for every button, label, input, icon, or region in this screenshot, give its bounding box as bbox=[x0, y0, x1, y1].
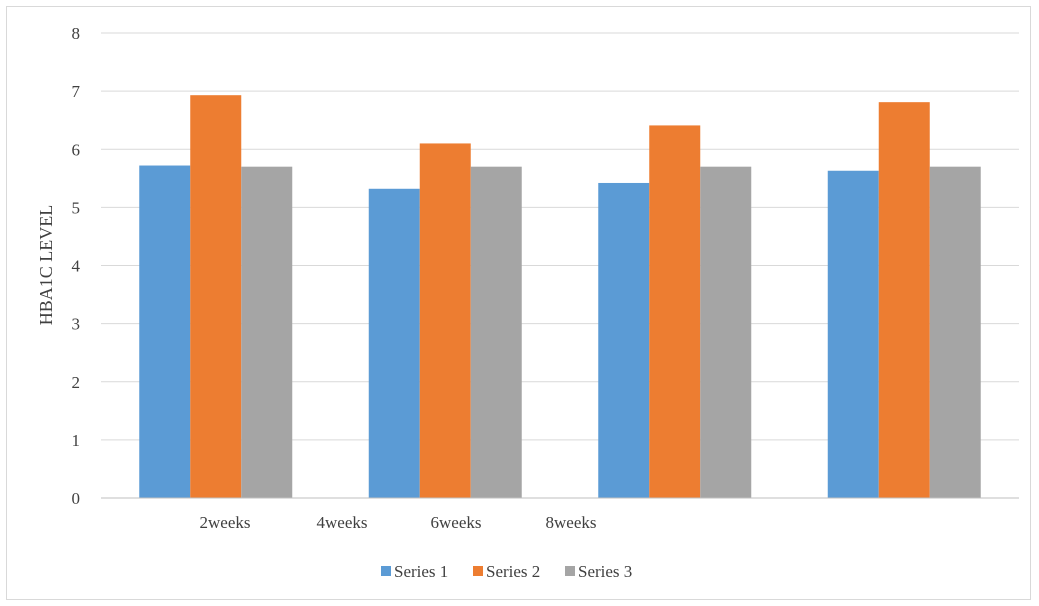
y-axis-title: HBA1C LEVEL bbox=[36, 205, 56, 326]
bar-series-2 bbox=[879, 102, 930, 498]
legend: Series 1 Series 2 Series 3 bbox=[381, 562, 632, 581]
bar-series-2 bbox=[420, 143, 471, 498]
y-tick-label: 6 bbox=[72, 140, 81, 159]
y-tick-label: 5 bbox=[72, 198, 81, 217]
x-tick-label: 4weeks bbox=[317, 513, 368, 532]
y-tick-label: 4 bbox=[72, 257, 81, 276]
bar-series-1 bbox=[598, 183, 649, 498]
y-tick-label: 0 bbox=[72, 489, 81, 508]
x-axis-ticks: 2weeks 4weeks 6weeks 8weeks bbox=[200, 513, 597, 532]
bar-series-2 bbox=[649, 125, 700, 498]
legend-label-series-1: Series 1 bbox=[394, 562, 448, 581]
legend-swatch-series-1 bbox=[381, 566, 391, 576]
y-axis-ticks: 0 1 2 3 4 5 6 7 8 bbox=[72, 24, 81, 508]
y-tick-label: 1 bbox=[72, 431, 81, 450]
bar-series-3 bbox=[700, 167, 751, 498]
y-tick-label: 8 bbox=[72, 24, 81, 43]
bar-series-1 bbox=[828, 171, 879, 498]
x-tick-label: 2weeks bbox=[200, 513, 251, 532]
bars bbox=[101, 95, 1019, 498]
legend-label-series-2: Series 2 bbox=[486, 562, 540, 581]
bar-series-1 bbox=[369, 189, 420, 498]
legend-label-series-3: Series 3 bbox=[578, 562, 632, 581]
legend-swatch-series-2 bbox=[473, 566, 483, 576]
bar-series-2 bbox=[190, 95, 241, 498]
x-tick-label: 8weeks bbox=[546, 513, 597, 532]
bar-series-3 bbox=[471, 167, 522, 498]
bar-series-1 bbox=[139, 166, 190, 498]
legend-swatch-series-3 bbox=[565, 566, 575, 576]
y-tick-label: 3 bbox=[72, 315, 81, 334]
bar-series-3 bbox=[241, 167, 292, 498]
y-tick-label: 2 bbox=[72, 373, 81, 392]
x-tick-label: 6weeks bbox=[431, 513, 482, 532]
y-tick-label: 7 bbox=[72, 82, 81, 101]
bar-series-3 bbox=[930, 167, 981, 498]
